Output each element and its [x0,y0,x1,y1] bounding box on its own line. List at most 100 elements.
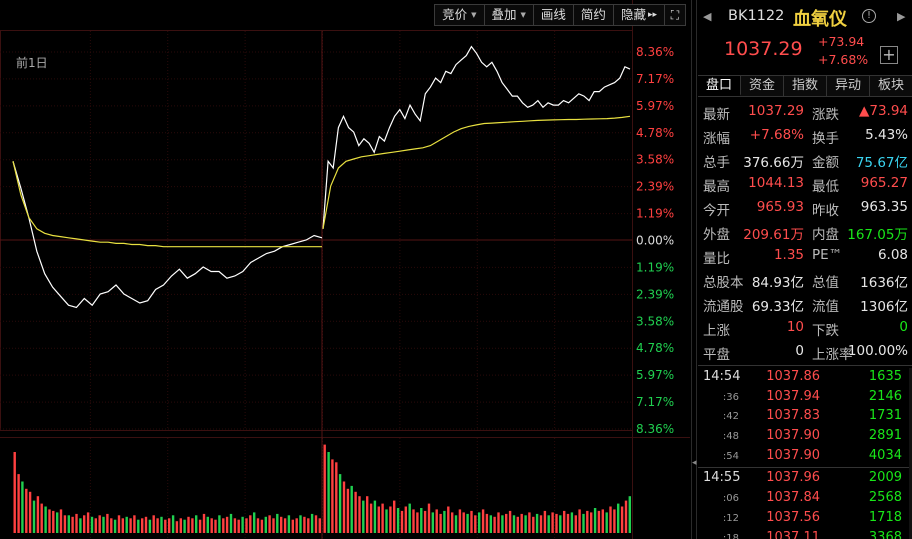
quote-value: 1636亿 [860,275,908,291]
tick-row[interactable]: 14:54 1037.86 1635 [698,368,912,388]
quote-value: 963.35 [860,199,908,215]
volume-bar [435,509,438,533]
quote-value: 1.35 [773,247,804,263]
quote-value: 167.05万 [847,227,908,243]
tick-price: 1037.86 [766,369,820,384]
tab-2[interactable]: 指数 [784,76,827,96]
tick-row[interactable]: :18 1037.11 3368 [698,529,912,539]
info-icon[interactable]: ! [862,9,876,23]
y-tick-label: 5.97% [636,368,674,382]
volume-bar [582,513,585,533]
quote-row: 总手 376.66万 金额 75.67亿 [698,148,912,172]
tick-list[interactable]: 14:54 1037.86 1635:36 1037.94 2146:42 1037.83… [698,368,912,539]
quote-label: 最新 [703,107,730,123]
volume-bar [497,512,500,533]
volume-bar [229,513,233,533]
quote-row: 上涨 10 下跌 0 [698,316,912,340]
y-tick-label: 3.58% [636,153,674,167]
tick-volume: 3368 [868,529,902,539]
volume-bar [443,510,446,533]
volume-bar [466,513,469,533]
y-tick-label: 2.39% [636,287,674,301]
volume-bar [260,519,264,533]
volume-bar [393,500,396,533]
quote-row: 总股本 84.93亿 总值 1636亿 [698,268,912,292]
change-percent: +7.68% [818,52,869,67]
volume-bar [338,474,342,533]
volume-bar [314,515,318,533]
expand-button[interactable]: ⛶ [664,4,686,26]
volume-bar [528,512,531,533]
tick-row[interactable]: :12 1037.56 1718 [698,509,912,529]
quote-label: 昨收 [812,203,839,219]
tick-time: :36 [722,391,739,403]
tick-row[interactable]: 14:55 1037.96 2009 [698,469,912,489]
collapse-arrow-icon[interactable]: ◂ [692,458,697,468]
volume-bar [408,503,411,533]
next-stock-icon[interactable]: ▶ [897,10,906,23]
tab-1[interactable]: 资金 [741,76,784,96]
quote-value: 965.27 [860,175,908,191]
toolbar-button[interactable]: 画线 [532,4,573,26]
volume-bar [512,515,516,533]
tick-volume: 2568 [868,490,902,506]
intraday-chart-area[interactable]: 8.36% 7.17% 5.97% 4.78% 3.58% 2.39% 1.19% 0.00%… [0,0,690,539]
toolbar-button[interactable]: 隐藏 ▸▸ [612,4,664,26]
tab-3[interactable]: 异动 [827,76,870,96]
volume-bar [44,506,47,533]
quote-label: 最高 [703,179,730,195]
volume-bar [144,516,148,533]
tab-0[interactable]: 盘口 [698,76,741,96]
toolbar-button[interactable]: 简约 [572,4,613,26]
tick-row[interactable]: :42 1037.83 1731 [698,407,912,427]
toolbar-button[interactable]: 叠加 ▼ [483,4,533,26]
volume-bar [264,516,267,533]
volume-bar [377,506,380,533]
volume-bar [175,521,179,533]
volume-bar [358,496,361,533]
quote-label: 下跌 [812,323,839,339]
volume-bar [362,500,365,533]
volume-bar [346,488,350,533]
prev-stock-icon[interactable]: ◀ [703,10,712,23]
tick-row[interactable]: :54 1037.90 4034 [698,447,912,467]
tick-row[interactable]: :06 1037.84 2568 [698,489,912,509]
tick-volume: 1731 [868,408,902,424]
quote-value: 376.66万 [743,155,804,171]
volume-bar [478,512,481,533]
volume-bar [222,518,225,533]
volume-bar [152,515,155,533]
volume-bar [156,518,159,533]
volume-bar [451,512,454,533]
quote-label: 金额 [812,155,839,171]
sector-name[interactable]: 血氧仪 [793,9,847,30]
price-panel-frame [0,30,633,431]
volume-bar [299,515,302,533]
quote-label: 内盘 [812,227,839,243]
add-watchlist-button[interactable]: + [880,46,898,64]
volume-bar [102,516,105,533]
volume-bar [481,509,485,533]
tick-row[interactable]: :36 1037.94 2146 [698,388,912,408]
toolbar-button[interactable]: 竞价 ▼ [434,4,484,26]
y-tick-label: 4.78% [636,341,674,355]
tick-divider [698,467,912,469]
today-price-line [322,45,631,229]
intraday-chart[interactable]: 8.36% 7.17% 5.97% 4.78% 3.58% 2.39% 1.19% 0.00%… [0,0,690,539]
quote-value: 1306亿 [860,299,908,315]
panel-divider[interactable] [691,0,697,539]
volume-bar [187,516,190,533]
tab-4[interactable]: 板块 [870,76,912,96]
volume-bar [389,506,392,533]
volume-bar [335,462,338,533]
volume-bar [617,503,620,533]
tick-time: :54 [722,450,739,462]
prev-day_avg-line [12,161,322,248]
tick-row[interactable]: :48 1037.90 2891 [698,427,912,447]
tick-price: 1037.96 [766,470,820,486]
sector-code: BK1122 [728,8,785,24]
quote-row: 最新 1037.29 涨跌 ▲73.94 [698,100,912,124]
tick-scrollbar[interactable] [909,368,912,539]
prev-day-label: 前1日 [16,55,48,70]
volume-bar [83,515,86,533]
